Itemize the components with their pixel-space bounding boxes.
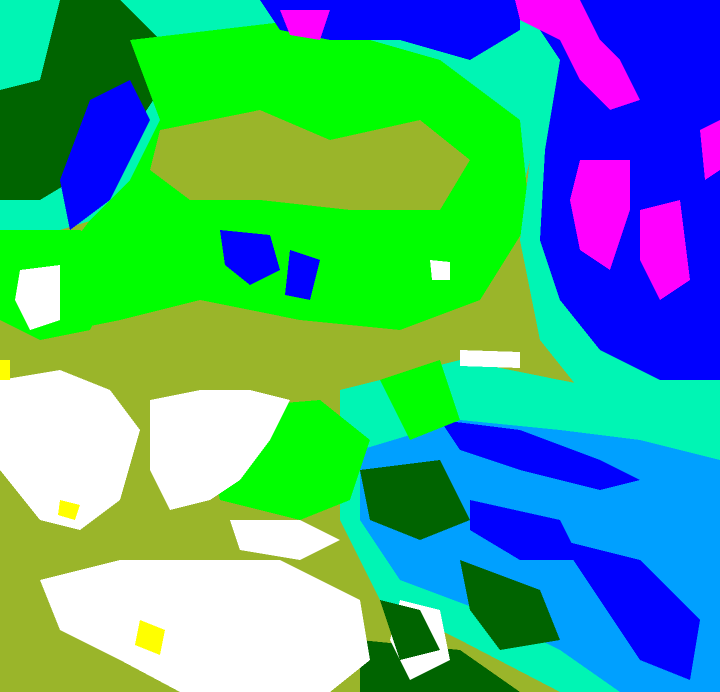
yellow-region bbox=[0, 360, 10, 380]
blue-region bbox=[60, 80, 150, 230]
white-region bbox=[150, 390, 290, 510]
white-region bbox=[230, 520, 340, 560]
white-region bbox=[15, 265, 60, 330]
blue-region bbox=[285, 250, 320, 300]
dark-green-region bbox=[460, 560, 560, 650]
dark-green-region bbox=[0, 80, 60, 160]
dark-green-region bbox=[380, 600, 440, 660]
dark-green-region bbox=[360, 460, 470, 540]
white-region bbox=[430, 260, 450, 280]
blue-region bbox=[470, 500, 580, 560]
olive-region bbox=[150, 110, 470, 210]
yellow-region bbox=[58, 500, 80, 520]
white-region bbox=[460, 350, 520, 368]
magenta-region bbox=[280, 10, 330, 40]
blue-region bbox=[220, 230, 280, 285]
magenta-region bbox=[640, 200, 690, 300]
aqua-region bbox=[0, 0, 60, 90]
white-region bbox=[40, 560, 370, 692]
magenta-region bbox=[515, 0, 640, 110]
white-region bbox=[0, 370, 140, 530]
yellow-region bbox=[135, 620, 165, 655]
magenta-region bbox=[700, 120, 720, 180]
blue-region bbox=[560, 540, 700, 680]
magenta-region bbox=[570, 160, 630, 270]
green-region bbox=[380, 360, 460, 440]
blue-region bbox=[440, 420, 640, 490]
